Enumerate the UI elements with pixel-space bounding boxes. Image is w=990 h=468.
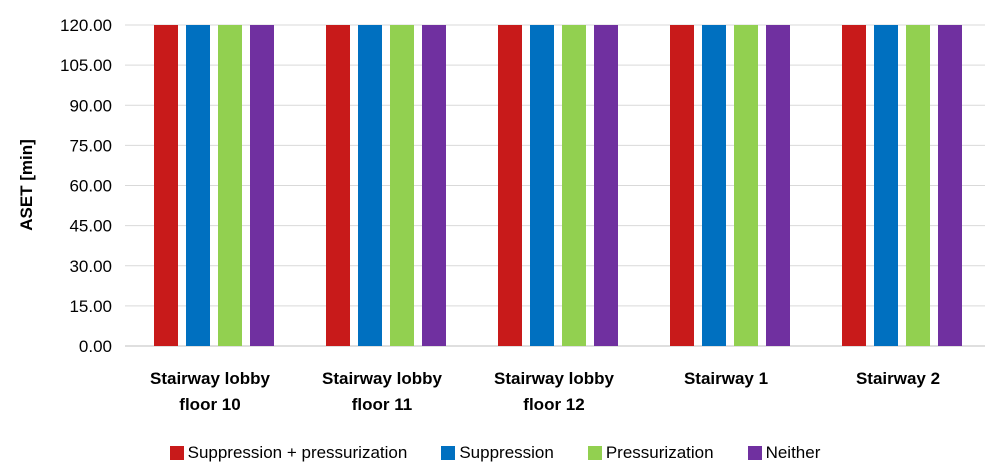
legend-item: Suppression + pressurization [170, 443, 408, 463]
x-category-label: Stairway lobby [322, 369, 443, 388]
bar [154, 25, 178, 346]
x-category-label: floor 10 [179, 395, 240, 414]
bar [702, 25, 726, 346]
legend-label: Pressurization [606, 443, 714, 463]
bar [358, 25, 382, 346]
x-category-label: Stairway 1 [684, 369, 768, 388]
legend-swatch [588, 446, 602, 460]
bar [874, 25, 898, 346]
x-category-label: Stairway 2 [856, 369, 940, 388]
y-tick-label: 90.00 [69, 96, 112, 115]
legend-label: Suppression [459, 443, 554, 463]
y-tick-label: 60.00 [69, 177, 112, 196]
legend-swatch [748, 446, 762, 460]
legend-item: Suppression [441, 443, 554, 463]
legend: Suppression + pressurization Suppression P… [0, 443, 990, 463]
y-tick-label: 0.00 [79, 337, 112, 356]
bar [734, 25, 758, 346]
bar [218, 25, 242, 346]
y-tick-label: 30.00 [69, 257, 112, 276]
legend-label: Suppression + pressurization [188, 443, 408, 463]
bar [842, 25, 866, 346]
y-tick-label: 120.00 [60, 16, 112, 35]
bar [670, 25, 694, 346]
legend-swatch [170, 446, 184, 460]
bar [250, 25, 274, 346]
bar [594, 25, 618, 346]
y-axis-label: ASET [min] [17, 139, 36, 231]
x-category-label: Stairway lobby [150, 369, 271, 388]
x-axis: Stairway lobby floor 10 Stairway lobby floo… [150, 369, 940, 414]
y-tick-label: 45.00 [69, 217, 112, 236]
bar [326, 25, 350, 346]
bar [938, 25, 962, 346]
bar [422, 25, 446, 346]
bar-chart: 0.00 15.00 30.00 45.00 60.00 75.00 90.00 105.00… [0, 0, 990, 440]
legend-item: Neither [748, 443, 821, 463]
x-category-label: floor 12 [523, 395, 584, 414]
legend-label: Neither [766, 443, 821, 463]
x-category-label: floor 11 [352, 395, 412, 414]
bar [498, 25, 522, 346]
x-category-label: Stairway lobby [494, 369, 615, 388]
legend-swatch [441, 446, 455, 460]
y-tick-label: 105.00 [60, 56, 112, 75]
y-tick-label: 15.00 [69, 297, 112, 316]
bar [562, 25, 586, 346]
bar [906, 25, 930, 346]
bar [186, 25, 210, 346]
y-axis-ticks: 0.00 15.00 30.00 45.00 60.00 75.00 90.00 105.00… [60, 16, 112, 356]
bar [390, 25, 414, 346]
bar [766, 25, 790, 346]
bar [530, 25, 554, 346]
legend-item: Pressurization [588, 443, 714, 463]
y-tick-label: 75.00 [69, 136, 112, 155]
